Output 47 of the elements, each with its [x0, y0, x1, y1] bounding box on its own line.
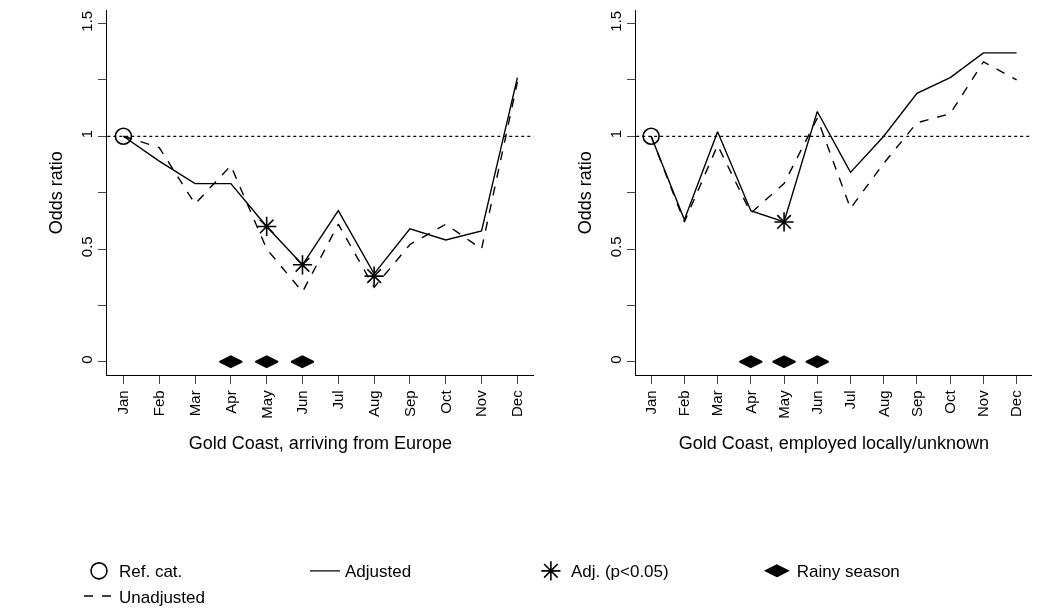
- x-tick-label: Aug: [365, 390, 382, 417]
- x-tick-label: Jun: [808, 390, 826, 415]
- x-tick-label: Sep: [907, 390, 925, 417]
- y-tick-label: 0: [607, 355, 625, 364]
- x-tick-label: Dec: [1007, 389, 1025, 417]
- x-tick-label: Nov: [472, 389, 490, 417]
- point: [114, 127, 133, 146]
- y-axis-title: Odds ratio: [46, 151, 67, 235]
- y-tick-label: 0: [78, 355, 96, 364]
- legend-label: Adj. (p<0.05): [570, 562, 669, 582]
- x-tick-label: Dec: [508, 389, 526, 417]
- y-tick-label: 1: [607, 129, 625, 139]
- x-tick-label: Jul: [841, 390, 859, 410]
- legend-label: Adjusted: [344, 562, 412, 582]
- legend-label: Rainy season: [796, 562, 900, 582]
- point: [256, 216, 278, 237]
- y-tick-label: 1.5: [78, 10, 96, 32]
- x-tick-label: Mar: [708, 390, 726, 417]
- point: [363, 265, 385, 287]
- x-tick-label: Jan: [642, 390, 660, 415]
- x-tick-label: Feb: [675, 390, 693, 417]
- x-tick-label: Nov: [974, 389, 992, 417]
- x-tick-label: Aug: [874, 390, 892, 417]
- point: [642, 127, 660, 146]
- y-tick-label: 0.5: [607, 236, 625, 258]
- point: [773, 211, 795, 233]
- y-tick-label: 1.5: [607, 10, 625, 32]
- y-axis-title: Odds ratio: [575, 151, 596, 235]
- x-tick-label: Jun: [293, 390, 311, 415]
- legend-label: Unadjusted: [119, 587, 206, 607]
- x-tick-label: May: [774, 389, 792, 419]
- x-tick-label: Oct: [941, 389, 959, 414]
- x-tick-label: Oct: [436, 389, 454, 414]
- point: [292, 254, 313, 276]
- x-tick-label: Apr: [221, 390, 239, 414]
- y-tick-label: 1: [78, 129, 96, 139]
- x-tick-label: Feb: [150, 390, 168, 417]
- x-tick-label: Jan: [114, 390, 132, 415]
- x-axis-title: Gold Coast, employed locally/unknown: [678, 432, 989, 453]
- x-tick-label: Sep: [400, 390, 418, 417]
- x-tick-label: Mar: [185, 390, 203, 417]
- x-axis-title: Gold Coast, arriving from Europe: [188, 432, 452, 453]
- legend-label: Ref. cat.: [119, 562, 183, 582]
- x-tick-label: Apr: [741, 390, 759, 414]
- x-tick-label: May: [257, 389, 275, 419]
- x-tick-label: Jul: [329, 390, 347, 410]
- y-tick-label: 0.5: [78, 236, 96, 258]
